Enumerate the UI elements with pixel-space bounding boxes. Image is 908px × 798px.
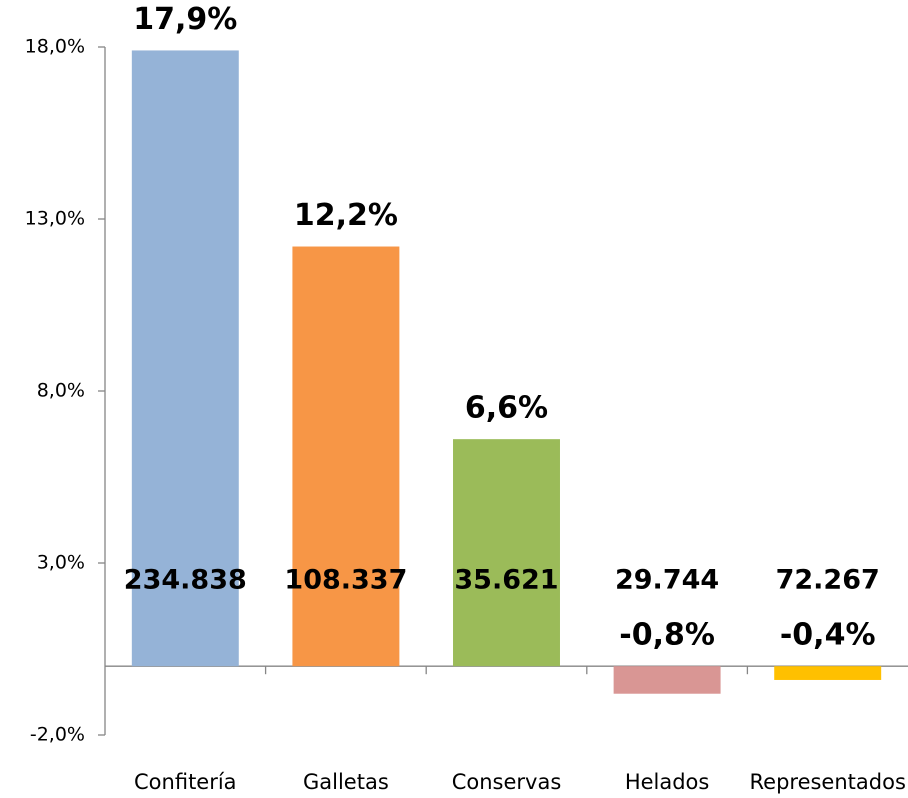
volume-label: 108.337: [284, 565, 407, 596]
bar: [774, 666, 882, 680]
value-label: 6,6%: [465, 391, 548, 426]
volume-label: 29.744: [615, 565, 719, 596]
volume-label: 72.267: [776, 565, 880, 596]
value-label: 12,2%: [294, 198, 398, 233]
volume-label: 35.621: [454, 565, 558, 596]
y-tick-label: 18,0%: [25, 36, 85, 58]
bar: [131, 50, 239, 667]
y-tick-label: 13,0%: [25, 208, 85, 230]
volume-label: 234.838: [124, 565, 247, 596]
y-tick-label: 3,0%: [37, 552, 85, 574]
x-tick-label: Galletas: [303, 770, 389, 794]
bar: [613, 666, 721, 694]
y-tick-label: -2,0%: [30, 724, 85, 746]
bar: [453, 439, 560, 667]
x-tick-label: Conservas: [452, 770, 562, 794]
value-label: 17,9%: [133, 2, 237, 37]
x-tick-label: Confitería: [134, 770, 237, 794]
value-label: -0,8%: [619, 618, 715, 653]
value-label: -0,4%: [780, 618, 876, 653]
x-tick-label: Representados: [750, 770, 906, 794]
y-tick-label: 8,0%: [37, 380, 85, 402]
bar: [292, 246, 400, 667]
x-tick-label: Helados: [625, 770, 710, 794]
